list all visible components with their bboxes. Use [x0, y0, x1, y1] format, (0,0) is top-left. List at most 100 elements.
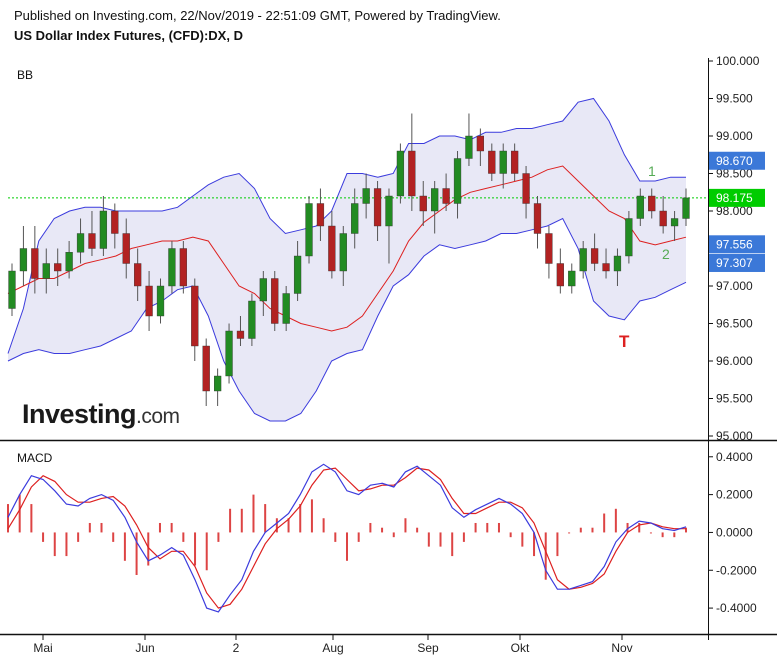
chart-header: Published on Investing.com, 22/Nov/2019 … — [14, 6, 501, 46]
histogram-bar — [194, 532, 197, 566]
histogram-bar — [533, 532, 536, 557]
candle-body — [522, 173, 530, 204]
candle-body — [602, 263, 610, 272]
histogram-bar — [30, 504, 33, 533]
histogram-bar — [521, 532, 524, 547]
histogram-bar — [603, 513, 606, 533]
histogram-bar — [123, 532, 126, 561]
histogram-bar — [381, 527, 384, 533]
histogram-bar — [334, 532, 337, 542]
histogram-bar — [53, 532, 56, 557]
price-badge — [709, 253, 765, 272]
candle-body — [659, 210, 667, 227]
histogram-bar — [369, 522, 372, 533]
candle-body — [191, 285, 199, 347]
macd-tick-label: 0.4000 — [716, 450, 753, 464]
annotation-2: 2 — [662, 246, 670, 262]
candle-body — [590, 248, 599, 264]
candle-body — [556, 263, 564, 287]
candle-body — [453, 158, 462, 204]
candle-body — [42, 263, 50, 279]
candle-body — [499, 150, 507, 174]
price-badge-label: 98.670 — [716, 154, 753, 168]
histogram-bar — [474, 522, 477, 533]
candle-body — [156, 285, 165, 317]
candle-body — [145, 285, 153, 317]
candle-body — [179, 248, 187, 287]
histogram-bar — [486, 522, 489, 533]
histogram-bar — [416, 527, 419, 533]
histogram-bar — [18, 494, 21, 533]
candle-body — [579, 248, 587, 272]
price-tick-label: 98.500 — [716, 167, 753, 181]
candle-body — [511, 150, 519, 174]
logo-main: Investing — [22, 399, 136, 429]
histogram-bar — [439, 532, 442, 547]
histogram-bar — [147, 532, 150, 566]
histogram-bar — [182, 532, 185, 542]
candle-body — [65, 252, 73, 272]
histogram-bar — [158, 522, 161, 533]
histogram-bar — [310, 499, 313, 533]
histogram-bar — [673, 532, 676, 538]
histogram-bar — [509, 532, 512, 538]
histogram-bar — [264, 504, 267, 533]
candle-body — [31, 248, 39, 279]
histogram-bar — [322, 518, 325, 533]
histogram-bar — [638, 522, 641, 533]
histogram-bar — [287, 518, 290, 533]
histogram-bar — [579, 527, 582, 533]
histogram-bar — [135, 532, 138, 575]
candle-body — [373, 188, 382, 227]
candle-body — [419, 195, 427, 212]
price-tick-label: 98.000 — [716, 204, 753, 218]
macd-histogram — [7, 494, 687, 580]
price-badge-label: 97.307 — [716, 256, 753, 270]
histogram-bar — [591, 527, 594, 533]
histogram-bar — [568, 532, 571, 534]
bollinger-band-fill — [8, 98, 686, 421]
candle-body — [568, 270, 576, 287]
candle-body — [351, 203, 359, 234]
time-tick-label: Jun — [135, 641, 154, 655]
histogram-bar — [42, 532, 45, 542]
candle-body — [213, 375, 222, 392]
price-panel: BB 1 2 T Investing.com — [7, 60, 708, 438]
time-tick-label: Mai — [33, 641, 52, 655]
histogram-bar — [229, 508, 232, 533]
candle-body — [202, 345, 210, 392]
candle-body — [636, 195, 644, 219]
time-tick-label: Aug — [322, 641, 343, 655]
price-badge — [709, 151, 765, 170]
bollinger-lower-line — [7, 217, 687, 422]
bb-panel-title: BB — [17, 68, 33, 82]
histogram-bar — [626, 522, 629, 533]
candle-body — [305, 203, 313, 257]
logo-suffix: .com — [136, 405, 180, 428]
candle-body — [488, 150, 496, 174]
instrument-title: US Dollar Index Futures, (CFD):DX, D — [14, 28, 243, 43]
histogram-bar — [205, 532, 208, 571]
candle-body — [8, 270, 16, 309]
time-tick-label: Nov — [611, 641, 632, 655]
bollinger-basis-line — [7, 165, 687, 332]
histogram-bar — [544, 532, 547, 580]
histogram-bar — [649, 532, 652, 534]
histogram-bar — [275, 518, 278, 533]
candle-body — [271, 278, 279, 324]
histogram-bar — [556, 532, 559, 557]
histogram-bar — [661, 532, 664, 538]
candle-body — [236, 330, 245, 339]
candle-body — [316, 203, 325, 227]
histogram-bar — [497, 522, 500, 533]
macd-line — [7, 463, 687, 613]
candle-body — [625, 218, 633, 257]
price-tick-label: 96.000 — [716, 354, 753, 368]
histogram-bar — [170, 522, 173, 533]
macd-panel-title: MACD — [17, 451, 53, 465]
macd-tick-label: -0.4000 — [716, 601, 757, 615]
candle-body — [362, 188, 370, 204]
candle-body — [54, 263, 62, 272]
histogram-bar — [88, 522, 91, 533]
candle-body — [293, 255, 302, 294]
